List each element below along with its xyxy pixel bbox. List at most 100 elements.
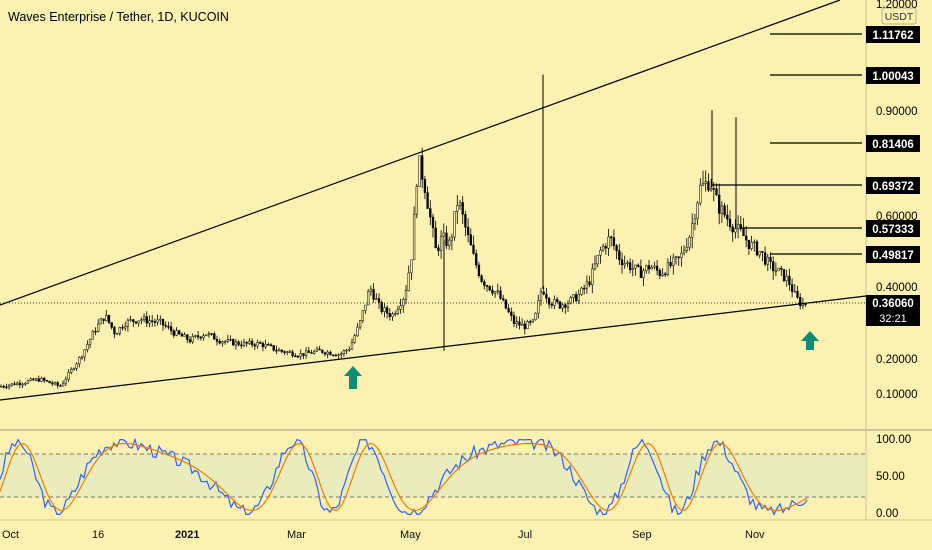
candle-body — [353, 335, 356, 343]
candle-body — [585, 281, 589, 289]
candle-body — [321, 349, 324, 353]
candle-body — [493, 291, 497, 294]
candle-body — [472, 244, 475, 254]
candle-body — [261, 342, 265, 348]
candle-body — [345, 349, 348, 352]
candle-body — [134, 321, 138, 324]
candle-body — [769, 256, 772, 262]
candle-body — [113, 327, 116, 335]
candle-body — [161, 318, 165, 326]
candle-body — [218, 340, 221, 344]
candle-body — [653, 265, 656, 268]
candle-body — [348, 349, 351, 351]
upper-trendline[interactable] — [0, 0, 841, 306]
candle-body — [367, 291, 370, 306]
candle-body — [259, 342, 262, 344]
candle-body — [377, 298, 381, 303]
candle-body — [410, 259, 413, 274]
lower-trendline[interactable] — [0, 295, 867, 401]
candle-body — [40, 377, 43, 382]
candle-body — [645, 265, 648, 271]
candle-body — [431, 216, 435, 229]
candle-body — [137, 320, 140, 324]
candle-body — [758, 251, 761, 256]
candle-body — [491, 289, 494, 294]
candle-body — [407, 272, 410, 291]
candle-body — [167, 325, 170, 328]
candle-body — [191, 336, 194, 343]
y-tick-label: 0.20000 — [876, 354, 918, 366]
candle-body — [796, 290, 799, 298]
candle-body — [245, 341, 248, 344]
candle-body — [761, 251, 764, 253]
candle-body — [788, 275, 791, 285]
candle-body — [461, 202, 464, 215]
candle-body — [32, 378, 35, 381]
candle-body — [448, 239, 451, 247]
candle-body — [418, 155, 421, 187]
candle-body — [739, 224, 742, 229]
stoch-band — [0, 454, 866, 497]
up-arrow-icon — [801, 331, 819, 350]
candle-body — [626, 262, 629, 264]
candle-body — [539, 291, 543, 301]
candle-body — [666, 261, 670, 275]
candle-body — [107, 314, 111, 323]
candle-body — [310, 352, 313, 354]
y-tick-label: 0.10000 — [876, 389, 918, 401]
candle-body — [655, 265, 659, 271]
candle-body — [196, 335, 200, 338]
candle-body — [18, 382, 22, 385]
candle-body — [591, 268, 594, 286]
price-tag-label: 0.57333 — [872, 224, 914, 236]
x-tick-label: Sep — [632, 529, 652, 541]
candle-body — [7, 384, 11, 388]
candle-body — [680, 252, 683, 258]
candle-body — [396, 309, 400, 314]
candle-body — [477, 264, 481, 276]
candle-body — [607, 236, 610, 249]
price-tag-label: 0.81406 — [872, 139, 914, 151]
currency-box[interactable] — [881, 7, 917, 25]
stoch-d-line — [0, 442, 808, 512]
candle-body — [502, 298, 505, 301]
candle-body — [399, 305, 402, 310]
candle-body — [693, 218, 697, 224]
candle-body — [547, 298, 551, 305]
candle-body — [283, 351, 286, 353]
candle-body — [86, 344, 89, 350]
candle-body — [512, 315, 516, 324]
candle-body — [466, 226, 470, 235]
candle-body — [612, 237, 616, 247]
candle-body — [380, 302, 383, 312]
candle-body — [83, 349, 86, 358]
candle-body — [13, 383, 16, 386]
candle-body — [726, 214, 729, 220]
candle-body — [232, 339, 235, 346]
candle-body — [356, 326, 359, 337]
candle-body — [229, 339, 232, 341]
candle-body — [561, 304, 564, 309]
candle-body — [691, 223, 694, 238]
candle-body — [124, 325, 127, 329]
candle-body — [480, 275, 483, 282]
candle-body — [248, 340, 251, 344]
candle-body — [574, 294, 578, 302]
candle-body — [329, 351, 332, 356]
candle-body — [599, 249, 602, 256]
candle-body — [534, 312, 537, 321]
candle-body — [132, 319, 135, 322]
candle-body — [696, 202, 699, 220]
up-arrow-icon — [344, 366, 362, 389]
candle-body — [331, 354, 335, 357]
candle-body — [566, 303, 570, 308]
candle-body — [372, 288, 375, 300]
candle-body — [205, 334, 208, 337]
candle-body — [596, 254, 599, 265]
candle-body — [426, 192, 429, 209]
candle-body — [115, 333, 119, 335]
candle-body — [72, 368, 76, 370]
candle-body — [650, 266, 653, 270]
